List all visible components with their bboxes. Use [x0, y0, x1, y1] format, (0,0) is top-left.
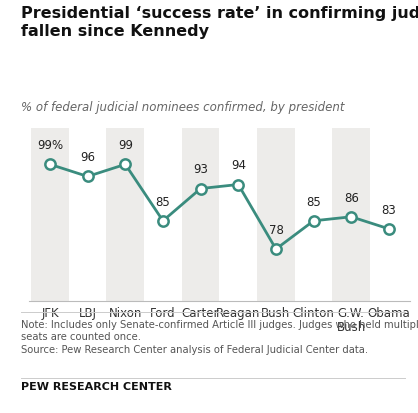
Text: 83: 83 [382, 204, 396, 217]
Text: 85: 85 [306, 196, 321, 209]
Point [235, 181, 242, 188]
Text: 94: 94 [231, 159, 246, 172]
Text: 99: 99 [118, 139, 133, 152]
Point [310, 218, 317, 224]
Text: 93: 93 [193, 164, 208, 176]
Text: % of federal judicial nominees confirmed, by president: % of federal judicial nominees confirmed… [21, 101, 344, 114]
Text: Note: Includes only Senate-confirmed Article III judges. Judges who held multipl: Note: Includes only Senate-confirmed Art… [21, 320, 418, 330]
Text: PEW RESEARCH CENTER: PEW RESEARCH CENTER [21, 382, 172, 392]
Point [47, 161, 54, 168]
Point [84, 173, 91, 180]
Point [273, 246, 279, 252]
Point [197, 185, 204, 192]
Point [348, 214, 354, 220]
Point [385, 225, 392, 232]
Point [122, 161, 129, 168]
Text: Presidential ‘success rate’ in confirming judges has
fallen since Kennedy: Presidential ‘success rate’ in confirmin… [21, 6, 418, 39]
Text: 78: 78 [268, 224, 283, 237]
Bar [257, 128, 295, 301]
Bar [107, 128, 144, 301]
Text: seats are counted once.: seats are counted once. [21, 332, 141, 342]
Bar [182, 128, 219, 301]
Bar [332, 128, 370, 301]
Text: 96: 96 [80, 151, 95, 164]
Text: Source: Pew Research Center analysis of Federal Judicial Center data.: Source: Pew Research Center analysis of … [21, 345, 368, 355]
Text: 86: 86 [344, 192, 359, 205]
Point [160, 218, 166, 224]
Text: 99%: 99% [37, 139, 63, 152]
Bar [31, 128, 69, 301]
Text: 85: 85 [155, 196, 170, 209]
